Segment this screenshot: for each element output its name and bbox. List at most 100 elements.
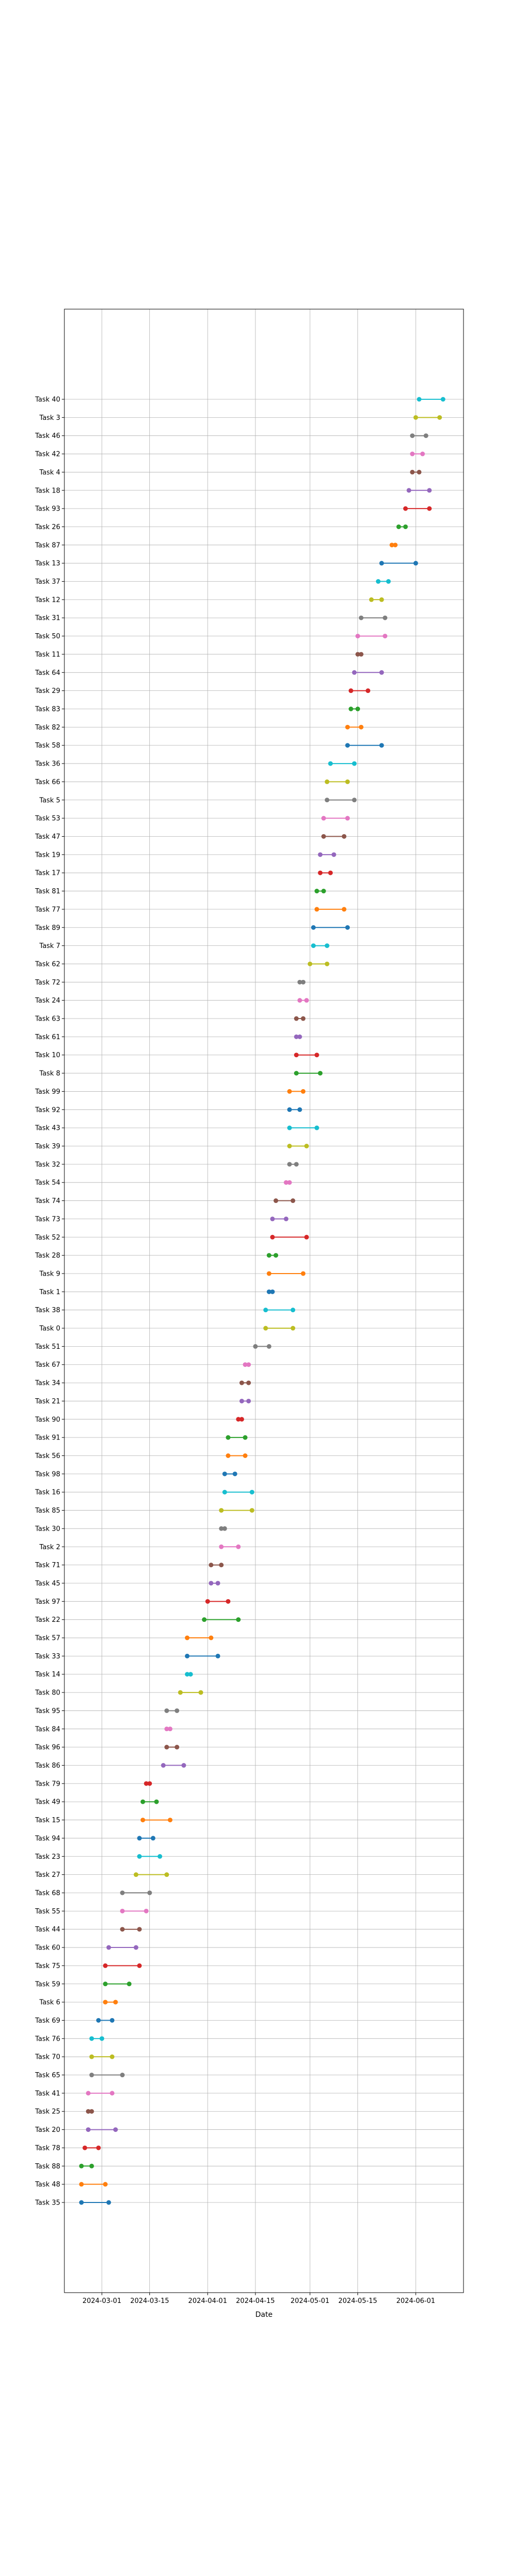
task-end-point xyxy=(324,943,330,948)
task-end-point xyxy=(304,998,309,1003)
task-end-point xyxy=(236,1617,241,1622)
y-tick-label: Task 85 xyxy=(35,1507,60,1515)
task-start-point xyxy=(79,2200,84,2205)
task-end-point xyxy=(290,1198,296,1204)
y-tick-label: Task 74 xyxy=(35,1197,60,1205)
y-tick-label: Task 3 xyxy=(39,414,60,422)
task-start-point xyxy=(239,1398,244,1403)
y-tick-label: Task 66 xyxy=(35,778,60,786)
task-start-point xyxy=(85,2127,91,2132)
task-start-point xyxy=(161,1763,166,1768)
y-tick-label: Task 64 xyxy=(35,669,60,677)
y-tick-label: Task 17 xyxy=(35,870,60,877)
task-end-point xyxy=(110,2054,115,2059)
task-end-point xyxy=(379,597,384,602)
task-end-point xyxy=(232,1471,237,1477)
y-tick-label: Task 97 xyxy=(35,1598,60,1606)
y-tick-label: Task 83 xyxy=(35,706,60,714)
y-tick-label: Task 69 xyxy=(35,2017,60,2025)
task-start-point xyxy=(120,1890,125,1895)
y-tick-label: Task 81 xyxy=(35,888,60,895)
task-end-point xyxy=(102,2182,108,2187)
y-tick-label: Task 18 xyxy=(35,487,60,495)
task-end-point xyxy=(423,433,428,438)
task-start-point xyxy=(120,1908,125,1913)
task-end-point xyxy=(266,1344,271,1349)
task-start-point xyxy=(328,761,333,766)
y-tick-label: Task 98 xyxy=(35,1470,60,1478)
task-start-point xyxy=(226,1435,231,1440)
task-end-point xyxy=(417,469,422,474)
task-end-point xyxy=(198,1690,203,1695)
x-tick-label: 2024-04-15 xyxy=(236,2297,275,2305)
task-start-point xyxy=(345,724,350,730)
task-start-point xyxy=(311,925,316,930)
task-start-point xyxy=(102,1963,108,1968)
y-tick-label: Task 65 xyxy=(35,2072,60,2079)
y-tick-label: Task 60 xyxy=(35,1944,60,1952)
task-end-point xyxy=(345,779,350,784)
task-end-point xyxy=(290,1326,296,1331)
y-tick-label: Task 90 xyxy=(35,1416,60,1423)
y-tick-label: Task 32 xyxy=(35,1161,60,1168)
y-tick-label: Task 52 xyxy=(35,1234,60,1242)
task-start-point xyxy=(239,1380,244,1385)
y-tick-label: Task 35 xyxy=(35,2199,60,2207)
task-start-point xyxy=(164,1708,169,1713)
task-end-point xyxy=(127,1981,132,1987)
y-tick-label: Task 93 xyxy=(35,505,60,513)
task-start-point xyxy=(348,688,353,693)
task-start-point xyxy=(348,706,353,711)
y-tick-label: Task 44 xyxy=(35,1926,60,1934)
y-tick-label: Task 36 xyxy=(35,760,60,768)
task-start-point xyxy=(222,1471,227,1477)
task-start-point xyxy=(318,852,323,857)
task-start-point xyxy=(178,1690,183,1695)
task-end-point xyxy=(99,2036,105,2041)
task-end-point xyxy=(366,688,371,693)
task-end-point xyxy=(345,925,350,930)
task-end-point xyxy=(379,670,384,675)
task-start-point xyxy=(209,1563,214,1568)
task-start-point xyxy=(345,743,350,748)
y-tick-label: Task 77 xyxy=(35,906,60,913)
task-start-point xyxy=(164,1744,169,1750)
task-end-point xyxy=(246,1380,251,1385)
task-end-point xyxy=(304,1143,309,1148)
task-start-point xyxy=(144,1781,149,1786)
task-end-point xyxy=(181,1763,186,1768)
y-tick-label: Task 22 xyxy=(35,1616,60,1624)
x-tick-label: 2024-05-15 xyxy=(338,2297,377,2305)
task-start-point xyxy=(297,979,302,985)
task-start-point xyxy=(352,670,357,675)
y-tick-label: Task 25 xyxy=(35,2108,60,2116)
task-end-point xyxy=(113,1999,118,2005)
task-start-point xyxy=(358,615,364,620)
task-start-point xyxy=(106,1945,111,1950)
task-start-point xyxy=(314,889,319,894)
y-tick-label: Task 43 xyxy=(35,1125,60,1132)
task-start-point xyxy=(287,1143,292,1148)
task-start-point xyxy=(314,907,319,912)
task-start-point xyxy=(137,1854,142,1859)
task-end-point xyxy=(328,870,333,875)
task-start-point xyxy=(307,961,313,967)
task-end-point xyxy=(358,724,364,730)
y-tick-label: Task 45 xyxy=(35,1580,60,1587)
task-start-point xyxy=(219,1508,224,1513)
y-tick-label: Task 87 xyxy=(35,541,60,549)
task-start-point xyxy=(140,1818,145,1823)
y-tick-label: Task 73 xyxy=(35,1215,60,1223)
task-start-point xyxy=(120,1927,125,1932)
task-end-point xyxy=(175,1708,180,1713)
task-end-point xyxy=(243,1453,248,1459)
task-end-point xyxy=(167,1818,173,1823)
task-start-point xyxy=(379,561,384,566)
task-start-point xyxy=(417,397,422,402)
task-end-point xyxy=(150,1836,156,1841)
task-start-point xyxy=(270,1216,275,1222)
y-tick-label: Task 31 xyxy=(35,615,60,622)
task-start-point xyxy=(137,1836,142,1841)
y-tick-label: Task 67 xyxy=(35,1361,60,1369)
task-start-point xyxy=(294,1071,299,1076)
